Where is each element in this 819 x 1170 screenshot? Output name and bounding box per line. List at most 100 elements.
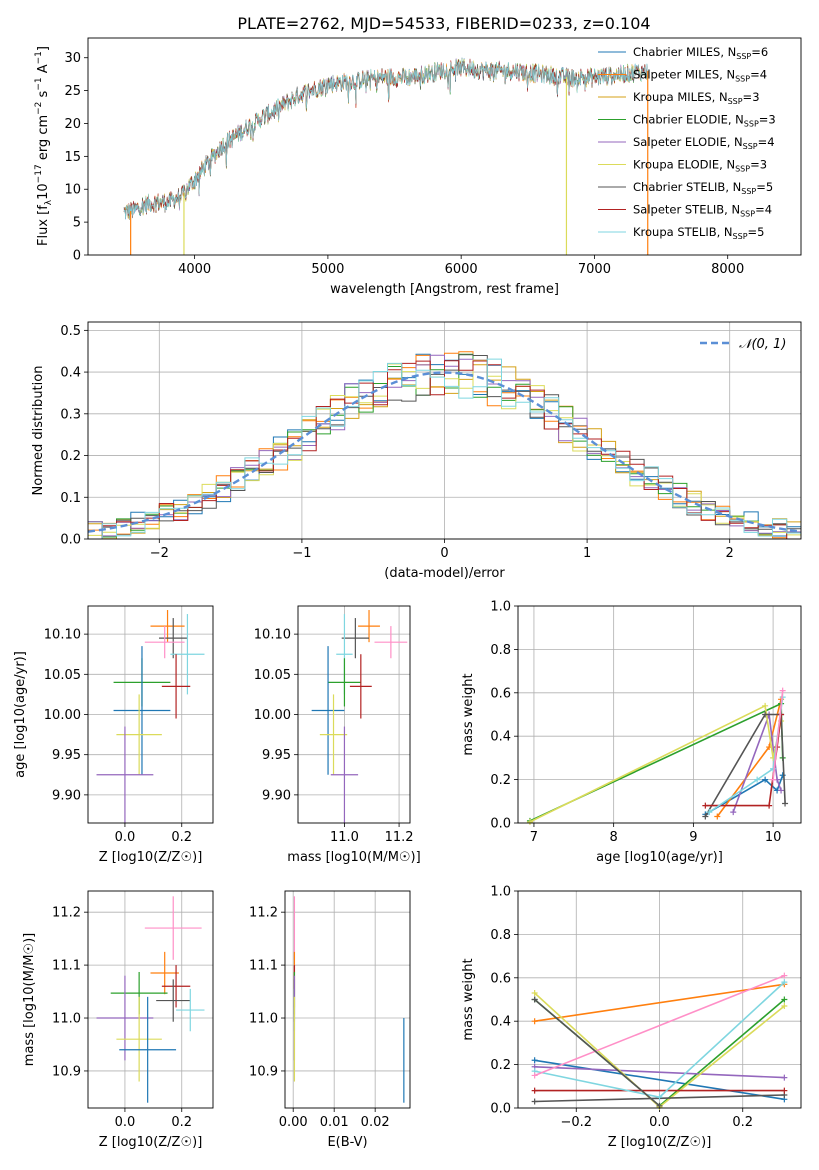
y-tick-label: 0.0 [490, 1102, 511, 1117]
age-vs-metallicity-panel: 0.0 0.2 9.90 9.95 10.00 10.05 10.10 Z [log10(Z/… [13, 605, 214, 865]
axes-frame [87, 605, 214, 824]
legend-series-name: Chabrier MILES [633, 45, 720, 59]
y-tick-label: 0.4 [490, 1015, 511, 1030]
legend-n-eq: = [758, 135, 768, 149]
weight-marker [531, 996, 538, 1003]
y-axis-label: mass weight [461, 673, 476, 755]
legend-n-prefix: , N [717, 225, 733, 239]
weight-marker [766, 802, 773, 809]
x-tick-label: 8 [610, 830, 618, 845]
weight-marker [702, 802, 709, 809]
weight-marker [762, 776, 769, 783]
legend-series-name: Chabrier STELIB [633, 180, 725, 194]
x-tick-label: −1 [292, 546, 311, 561]
legend-n-eq: = [759, 113, 769, 127]
x-tick-label: 11.2 [385, 830, 414, 845]
spectrum-line [123, 59, 648, 220]
weight-marker [781, 972, 788, 979]
mass-weight-vs-metallicity-panel: −0.2 0.0 0.2 0.0 0.2 0.4 0.6 0.8 1.0 Z [log10(Z/Z… [461, 885, 802, 1150]
legend-n-prefix: , N [728, 113, 744, 127]
x-tick-label: 4000 [178, 262, 211, 277]
weight-marker [779, 687, 786, 694]
x-tick-label: −2 [150, 546, 169, 561]
x-tick-label: 0.2 [171, 830, 192, 845]
weight-marker [779, 772, 786, 779]
weight-marker [702, 813, 709, 820]
x-axis-label: age [log10(age/yr)] [596, 850, 723, 865]
axes-frame [297, 605, 411, 824]
legend-label: Chabrier MILES, NSSP=6 [633, 45, 768, 61]
legend-ssp-sub: SSP [743, 142, 758, 151]
y-tick-label: 10 [64, 183, 81, 198]
y-tick-label: 10.05 [44, 668, 81, 683]
y-tick-label: 0.0 [490, 817, 511, 832]
legend-n-prefix: , N [727, 135, 743, 149]
legend-label: Chabrier ELODIE, NSSP=3 [633, 113, 776, 129]
y-tick-label: 0.6 [490, 686, 511, 701]
legend-n-eq: = [748, 225, 758, 239]
legend-label: Kroupa MILES, NSSP=3 [633, 90, 760, 106]
x-tick-label: 0.2 [732, 1115, 753, 1130]
legend-n-value: 3 [768, 113, 775, 127]
weight-marker [531, 1072, 538, 1079]
legend-n-value: 5 [766, 180, 773, 194]
y-tick-label: 0.2 [490, 773, 511, 788]
x-tick-label: 0.2 [171, 1115, 192, 1130]
x-tick-label: 0.0 [115, 1115, 136, 1130]
weight-marker [714, 813, 721, 820]
weight-marker [526, 818, 533, 825]
x-axis-label: Z [log10(Z/Z☉)] [99, 850, 203, 865]
weight-line [732, 714, 782, 813]
y-axis-label-part: 10 [36, 183, 51, 200]
legend-n-eq: = [756, 180, 766, 194]
y-tick-label: 11.0 [52, 1012, 81, 1027]
axes-frame [517, 890, 802, 1109]
weight-marker [781, 1087, 788, 1094]
weight-marker [782, 800, 789, 807]
legend-series-name: Salpeter MILES [633, 68, 719, 82]
x-tick-label: 9 [689, 830, 697, 845]
legend-label: Kroupa ELODIE, NSSP=3 [633, 158, 767, 174]
x-axis-label: (data-model)/error [384, 566, 505, 581]
y-tick-label: 9.90 [52, 788, 81, 803]
axes-frame [87, 890, 214, 1109]
weight-marker [762, 702, 769, 709]
y-tick-label: 10.00 [44, 708, 81, 723]
weight-marker [531, 989, 538, 996]
y-axis-label: mass weight [461, 958, 476, 1040]
x-tick-label: 11.0 [330, 830, 359, 845]
y-tick-label: 10.9 [249, 1064, 278, 1079]
x-tick-label: 5000 [311, 262, 344, 277]
y-tick-label: 0.8 [490, 928, 511, 943]
y-tick-label: 9.95 [52, 748, 81, 763]
weight-marker [781, 1003, 788, 1010]
y-tick-label: 0.2 [60, 449, 81, 464]
weight-line [534, 974, 785, 1077]
y-axis-label-part: ] [36, 46, 51, 51]
weight-marker [531, 1057, 538, 1064]
residual-histogram-panel: −2 −1 0 1 2 0.0 0.1 0.2 0.3 0.4 0.5 (data-model)/er… [31, 321, 802, 581]
y-tick-label: 0.6 [490, 971, 511, 986]
y-axis-label-part: A [36, 64, 51, 77]
normal-curve [88, 371, 801, 533]
legend-n-eq: = [750, 158, 760, 172]
x-tick-label: 0.00 [279, 1115, 308, 1130]
legend-series-name: Salpeter STELIB [633, 203, 724, 217]
weight-marker [531, 1098, 538, 1105]
legend-label: Salpeter MILES, NSSP=4 [633, 68, 767, 84]
x-axis-label: Z [log10(Z/Z☉)] [99, 1135, 203, 1150]
y-tick-label: 20 [64, 117, 81, 132]
legend-ssp-sub: SSP [735, 75, 750, 84]
x-axis-label: Z [log10(Z/Z☉)] [608, 1135, 712, 1150]
axes-frame [87, 37, 802, 256]
y-axis-label-part: −1 [34, 77, 44, 90]
histogram-step [88, 358, 801, 539]
x-tick-label: 10 [765, 830, 782, 845]
legend-ssp-sub: SSP [736, 52, 751, 61]
y-tick-label: 0.5 [60, 324, 81, 339]
weight-line [534, 998, 661, 1107]
y-tick-label: 0 [73, 249, 81, 264]
y-axis-label-part: −2 [34, 102, 44, 115]
legend-label: Kroupa STELIB, NSSP=5 [633, 225, 765, 241]
legend-n-eq: = [751, 45, 761, 59]
